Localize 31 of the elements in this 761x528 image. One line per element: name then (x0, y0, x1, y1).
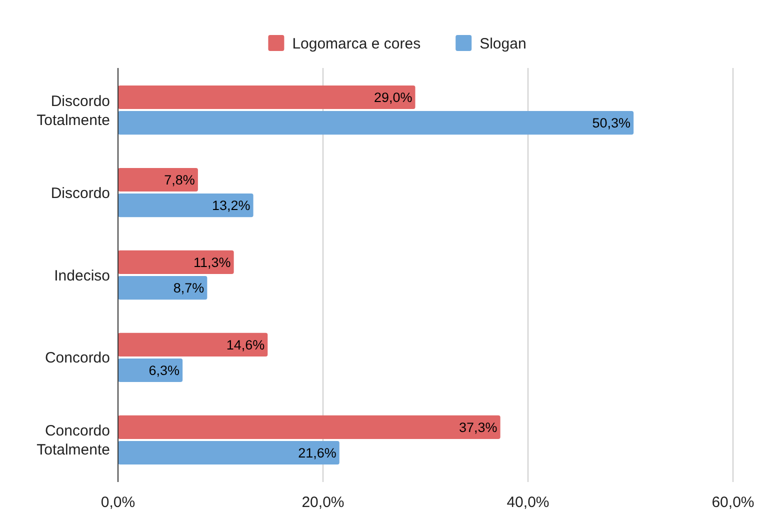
bar (118, 194, 254, 218)
x-tick-label: 60,0% (712, 494, 754, 511)
data-label: 8,7% (173, 280, 204, 296)
x-tick-label: 40,0% (506, 494, 550, 511)
data-label: 7,8% (164, 172, 195, 188)
y-tick-label: Concordo (44, 350, 110, 367)
legend-label: Logomarca e cores (292, 35, 421, 52)
y-tick-label: Discordo (50, 184, 110, 202)
bar (118, 111, 634, 135)
bar (118, 358, 183, 382)
legend-label: Slogan (480, 35, 526, 52)
data-label: 6,3% (148, 362, 180, 378)
data-label: 14,6% (226, 337, 265, 352)
y-tick-label: Concordo Totalmente (36, 422, 110, 459)
bar (118, 168, 198, 192)
y-tick-label: Indeciso (54, 267, 110, 284)
data-label: 50,3% (592, 116, 631, 131)
x-tick-label: 0,0% (100, 494, 136, 511)
bar (118, 276, 208, 300)
bar (118, 332, 268, 356)
data-label: 37,3% (459, 420, 498, 435)
data-label: 29,0% (374, 90, 412, 105)
data-label: 13,2% (212, 198, 250, 214)
x-tick-label: 20,0% (302, 494, 344, 511)
bar (118, 85, 416, 110)
bar (118, 440, 340, 465)
data-label: 11,3% (194, 254, 231, 270)
data-label: 21,6% (298, 445, 336, 460)
bar (118, 415, 500, 439)
bar (118, 250, 234, 274)
y-tick-label: Discordo Totalmente (36, 92, 110, 129)
